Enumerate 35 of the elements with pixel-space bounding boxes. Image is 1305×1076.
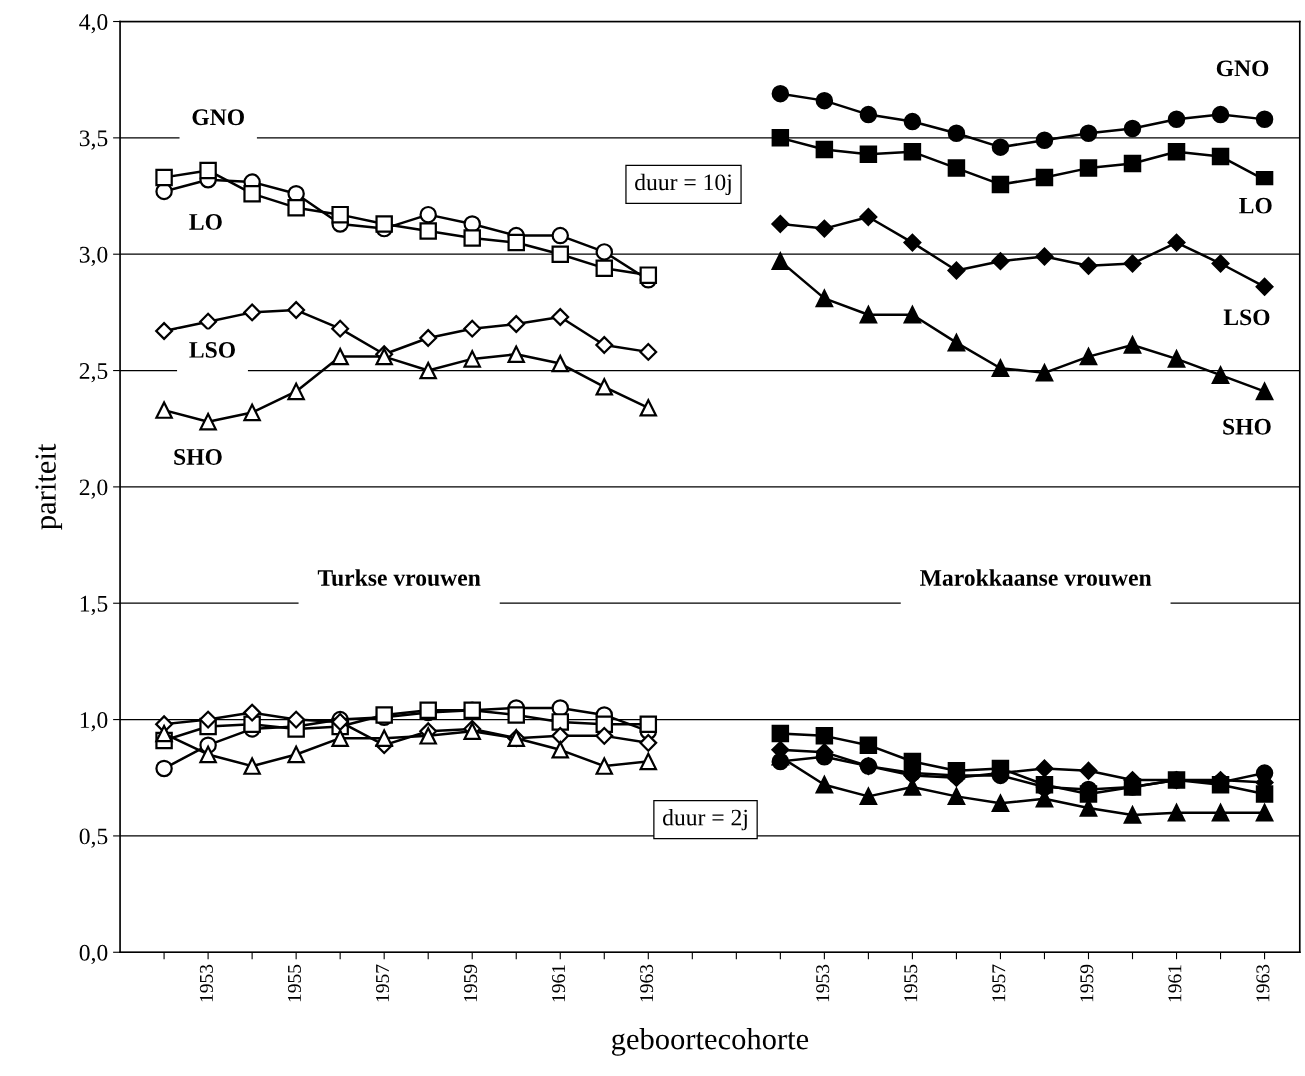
y-tick-label: 3,0 [79, 246, 108, 267]
x-tick-label: 1959 [1080, 964, 1094, 1002]
annotation: LSO [1223, 309, 1270, 326]
y-tick-label: 2,5 [79, 363, 108, 383]
x-tick-label: 1963 [1256, 964, 1270, 1002]
x-tick-label: 1953 [199, 964, 213, 1002]
annotation: LSO [189, 341, 235, 358]
x-tick-label: 1955 [904, 964, 918, 1002]
annotation: GNO [1216, 60, 1269, 77]
annotation: LO [1239, 197, 1272, 214]
y-tick-label: 1,0 [80, 712, 108, 732]
x-axis-title: geboortecohorte [611, 1027, 809, 1056]
annotation: SHO [1223, 418, 1271, 435]
annotation: Turkse vrouwen [317, 569, 481, 586]
y-axis-title: pariteit [35, 443, 63, 530]
annotation: GNO [192, 109, 244, 126]
x-tick-label: 1963 [640, 964, 654, 1002]
x-tick-label: 1961 [1168, 965, 1182, 1002]
x-tick-label: 1955 [287, 964, 301, 1002]
y-tick-label: 4,0 [79, 14, 108, 34]
x-tick-label: 1957 [375, 964, 390, 1002]
annotation: LO [189, 214, 222, 230]
y-tick-label: 0,5 [79, 828, 108, 848]
x-tick-label: 1957 [992, 964, 1006, 1002]
y-tick-label: 3,5 [79, 130, 108, 150]
y-tick-label: 1,5 [80, 595, 108, 616]
y-tick-label: 0,0 [79, 944, 108, 965]
annotation: Marokkaanse vrouwen [920, 569, 1152, 586]
x-tick-label: 1953 [816, 964, 830, 1002]
annotation: SHO [174, 449, 222, 465]
annotation: duur = 2j [662, 808, 747, 831]
annotation: duur = 10j [635, 173, 731, 196]
y-tick-label: 2,0 [79, 479, 108, 499]
x-tick-label: 1961 [552, 965, 566, 1002]
x-tick-label: 1959 [464, 964, 478, 1002]
